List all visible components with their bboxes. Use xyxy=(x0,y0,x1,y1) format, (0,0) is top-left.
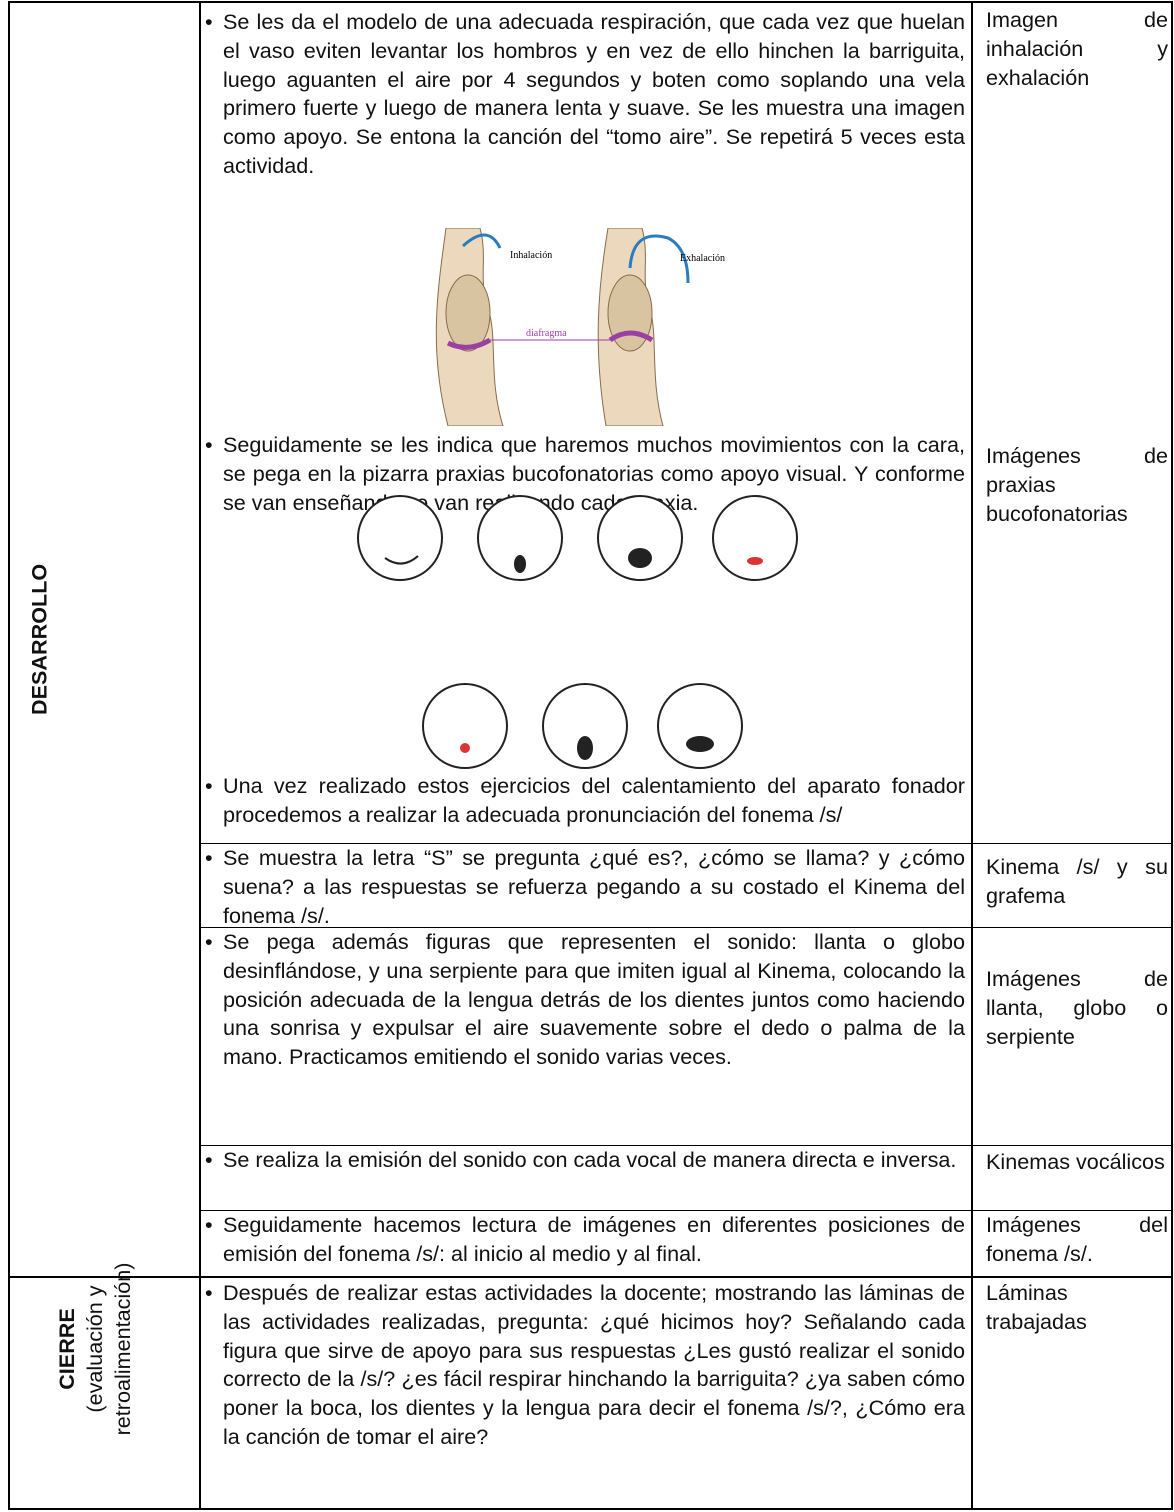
row-line xyxy=(200,1210,1173,1211)
activity-text: Una vez realizado estos ejercicios del c… xyxy=(223,773,965,827)
activity: • Se muestra la letra “S” se pregunta ¿qu… xyxy=(205,844,965,930)
stage-title: CIERRE (evaluación y retroalimentación) xyxy=(53,1249,137,1449)
resource: Kinema /s/ y su grafema xyxy=(986,854,1168,908)
activity-text: Se muestra la letra “S” se pregunta ¿qué… xyxy=(223,845,965,928)
row-line xyxy=(8,1276,1173,1278)
activity-text: Se les da el modelo de una adecuada resp… xyxy=(223,9,965,178)
resource: Imágenes del fonema /s/. xyxy=(986,1212,1168,1266)
resource: Imagen de inhalación y exhalación xyxy=(986,7,1168,90)
stage-subtitle: retroalimentación) xyxy=(110,1262,135,1436)
activity-text: Se realiza la emisión del sonido con cad… xyxy=(223,1147,957,1172)
activity-text: Seguidamente hacemos lectura de imágenes… xyxy=(223,1212,965,1266)
activity-text: Después de realizar estas actividades la… xyxy=(223,1280,965,1449)
border xyxy=(1171,1,1173,1510)
border xyxy=(8,1,1173,3)
activity: • Una vez realizado estos ejercicios del … xyxy=(205,772,965,830)
praxias-figure xyxy=(357,495,798,769)
figure-label: Exhalación xyxy=(680,253,725,264)
breathing-figure: Inhalación Exhalación diafragma xyxy=(418,228,742,426)
activity: • Después de realizar estas actividades l… xyxy=(205,1279,965,1452)
row-line xyxy=(200,1145,1173,1146)
stage-title-text: CIERRE xyxy=(54,1308,79,1390)
activity: • Se pega además figuras que representen … xyxy=(205,928,965,1072)
border xyxy=(8,1508,1173,1510)
stage-title: DESARROLLO xyxy=(26,539,55,739)
row-line xyxy=(200,843,1173,844)
activity: • Se les da el modelo de una adecuada res… xyxy=(205,8,965,181)
activity: • Seguidamente hacemos lectura de imágene… xyxy=(205,1211,965,1269)
stage-subtitle: (evaluación y xyxy=(82,1285,107,1413)
resource: Kinemas vocálicos xyxy=(986,1149,1165,1174)
border xyxy=(199,1,201,1510)
resource: Imágenes de llanta, globo o serpiente xyxy=(986,966,1168,1049)
row-line xyxy=(200,927,1173,928)
border xyxy=(8,1,10,1510)
figure-label: diafragma xyxy=(526,328,567,339)
activity: • Se realiza la emisión del sonido con ca… xyxy=(205,1146,965,1175)
figure-label: Inhalación xyxy=(510,250,552,261)
activity-text: Se pega además figuras que representen e… xyxy=(223,929,965,1070)
border xyxy=(971,1,973,1510)
resource: Imágenes de praxias bucofonatorias xyxy=(986,443,1168,526)
resource: Láminas trabajadas xyxy=(986,1280,1087,1334)
stage-title-text: DESARROLLO xyxy=(26,563,52,715)
